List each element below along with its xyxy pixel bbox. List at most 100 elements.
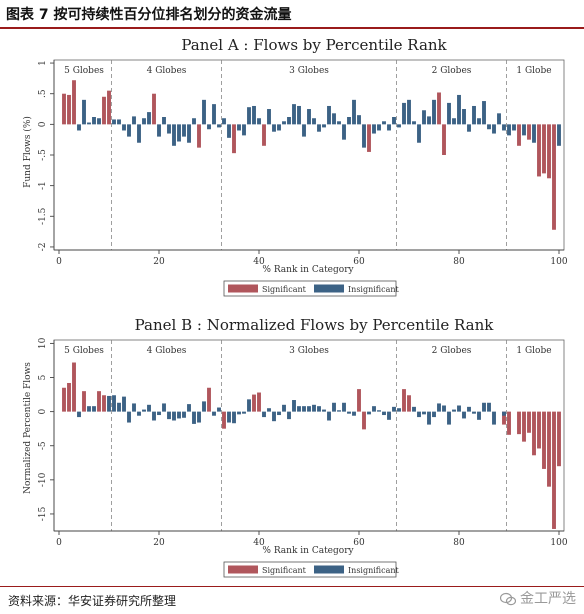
legend-swatch-significant bbox=[228, 565, 258, 574]
significant-bar-69 bbox=[402, 389, 406, 412]
insignificant-bar-31 bbox=[212, 104, 216, 125]
y-tick-label-1: .5 bbox=[38, 89, 48, 98]
insignificant-bar-11 bbox=[112, 395, 116, 412]
insignificant-bar-21 bbox=[162, 403, 166, 412]
insignificant-bar-65 bbox=[382, 121, 386, 125]
panel-a-group-dividers: 5 Globes 4 Globes 3 Globes 2 Globes 1 Globe bbox=[64, 60, 552, 250]
footer-divider bbox=[0, 586, 584, 587]
insignificant-bar-85 bbox=[482, 402, 486, 412]
insignificant-bar-54 bbox=[327, 105, 331, 125]
significant-bar-100 bbox=[557, 411, 561, 467]
y-tick-label-2: 0 bbox=[38, 121, 48, 127]
significant-bar-70 bbox=[407, 395, 411, 412]
insignificant-bar-37 bbox=[242, 411, 246, 414]
panel-b-title: Panel B : Normalized Flows by Percentile… bbox=[135, 316, 495, 334]
insignificant-bar-87 bbox=[492, 411, 496, 425]
significant-bar-61 bbox=[362, 411, 366, 430]
insignificant-bar-15 bbox=[132, 116, 136, 125]
x-tick-label-2: 40 bbox=[253, 257, 265, 267]
insignificant-bar-69 bbox=[402, 102, 406, 125]
insignificant-bar-6 bbox=[87, 122, 91, 125]
insignificant-bar-44 bbox=[277, 124, 281, 131]
significant-bar-62 bbox=[367, 124, 371, 152]
x-tick-label-3: 60 bbox=[353, 257, 365, 267]
x-tick-label-5: 100 bbox=[550, 538, 567, 548]
insignificant-bar-91 bbox=[512, 124, 516, 131]
insignificant-bar-10 bbox=[107, 395, 111, 412]
insignificant-bar-28 bbox=[197, 411, 201, 423]
insignificant-bar-23 bbox=[172, 124, 176, 146]
insignificant-bar-22 bbox=[167, 124, 171, 134]
insignificant-bar-82 bbox=[467, 406, 471, 412]
panel-b-axes: 10 5 0 -5 -10 -15 0 20 40 60 80 100 bbox=[38, 337, 568, 548]
insignificant-bar-24 bbox=[177, 124, 181, 142]
insignificant-bar-56 bbox=[337, 410, 341, 412]
insignificant-bar-25 bbox=[182, 124, 186, 137]
insignificant-bar-42 bbox=[267, 408, 271, 412]
insignificant-bar-26 bbox=[187, 124, 191, 143]
y-tick-label-2: 0 bbox=[38, 408, 48, 414]
insignificant-bar-81 bbox=[462, 411, 466, 419]
insignificant-bar-64 bbox=[377, 124, 381, 131]
insignificant-bar-39 bbox=[252, 105, 256, 125]
insignificant-bar-67 bbox=[392, 117, 396, 125]
significant-bar-90 bbox=[507, 411, 511, 435]
significant-bar-9 bbox=[102, 96, 106, 125]
insignificant-bar-54 bbox=[327, 411, 331, 421]
group-label-2: 3 Globes bbox=[289, 346, 329, 356]
significant-bar-92 bbox=[517, 124, 521, 146]
group-label-1: 4 Globes bbox=[147, 66, 187, 76]
insignificant-bar-43 bbox=[272, 124, 276, 132]
insignificant-bar-79 bbox=[452, 409, 456, 412]
insignificant-bar-50 bbox=[307, 109, 311, 125]
significant-bar-96 bbox=[537, 124, 541, 177]
insignificant-bar-11 bbox=[112, 119, 116, 125]
y-tick-label-3: -.5 bbox=[38, 149, 48, 161]
legend-box bbox=[223, 280, 397, 297]
insignificant-bar-18 bbox=[147, 112, 151, 125]
insignificant-bar-49 bbox=[302, 406, 306, 412]
insignificant-bar-64 bbox=[377, 410, 381, 412]
insignificant-bar-83 bbox=[472, 411, 476, 414]
insignificant-bar-20 bbox=[157, 411, 161, 416]
insignificant-bar-65 bbox=[382, 411, 386, 416]
insignificant-bar-82 bbox=[467, 124, 471, 132]
x-tick-label-5: 100 bbox=[550, 257, 567, 267]
source-note: 资料来源：华安证券研究所整理 bbox=[8, 594, 177, 608]
significant-bar-30 bbox=[207, 387, 211, 412]
significant-bar-94 bbox=[527, 411, 531, 433]
panel-a-y-axis-label: Fund Flows (%) bbox=[22, 116, 33, 188]
significant-bar-98 bbox=[547, 124, 551, 179]
insignificant-bar-86 bbox=[487, 124, 491, 130]
insignificant-bar-83 bbox=[472, 105, 476, 125]
insignificant-bar-68 bbox=[397, 124, 401, 128]
title-divider bbox=[0, 27, 584, 29]
group-label-4: 1 Globe bbox=[516, 66, 551, 76]
legend-label-insignificant: Insignificant bbox=[348, 285, 400, 294]
insignificant-bar-19 bbox=[152, 411, 156, 421]
insignificant-bar-38 bbox=[247, 399, 251, 412]
significant-bar-95 bbox=[532, 411, 536, 456]
significant-bar-77 bbox=[442, 124, 446, 155]
insignificant-bar-93 bbox=[522, 124, 526, 136]
x-tick-label-4: 80 bbox=[453, 257, 465, 267]
panel-a: Panel A : Flows by Percentile Rank 5 Glo… bbox=[22, 36, 568, 297]
insignificant-bar-37 bbox=[242, 124, 246, 136]
insignificant-bar-74 bbox=[427, 411, 431, 425]
insignificant-bar-16 bbox=[137, 411, 141, 416]
significant-bar-3 bbox=[72, 80, 76, 125]
panel-b-bars bbox=[62, 362, 561, 529]
y-tick-label-4: -10 bbox=[38, 472, 48, 487]
insignificant-bar-36 bbox=[237, 411, 241, 415]
panel-b-y-axis-label: Normalized Percentile Flows bbox=[23, 362, 33, 494]
insignificant-bar-59 bbox=[352, 99, 356, 125]
significant-bar-5 bbox=[82, 391, 86, 412]
significant-bar-41 bbox=[262, 124, 266, 146]
insignificant-bar-44 bbox=[277, 411, 281, 416]
insignificant-bar-73 bbox=[422, 110, 426, 125]
insignificant-bar-17 bbox=[142, 409, 146, 412]
insignificant-bar-20 bbox=[157, 124, 161, 137]
group-label-3: 2 Globes bbox=[432, 346, 472, 356]
insignificant-bar-48 bbox=[297, 105, 301, 125]
insignificant-bar-63 bbox=[372, 406, 376, 412]
